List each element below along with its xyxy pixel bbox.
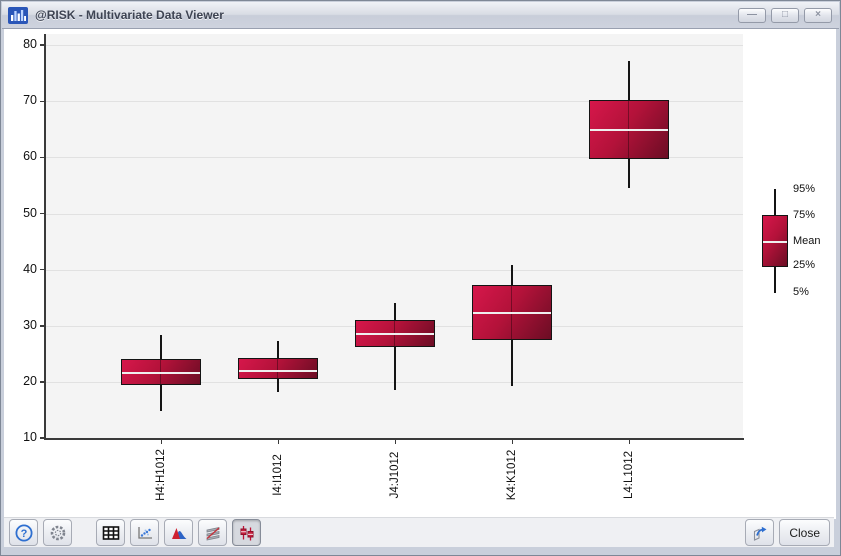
y-tick xyxy=(40,156,45,159)
grid-icon xyxy=(102,525,119,540)
x-tick xyxy=(394,439,396,444)
gridline xyxy=(45,213,743,215)
box xyxy=(589,99,669,160)
mean-line xyxy=(590,128,668,131)
box xyxy=(238,357,318,379)
x-tick xyxy=(277,439,279,444)
x-axis-label: H4:H1012 xyxy=(155,449,167,501)
svg-text:?: ? xyxy=(20,528,27,540)
legend-label-5: 5% xyxy=(793,286,809,298)
y-tick xyxy=(40,212,45,215)
question-icon: ? xyxy=(15,524,32,541)
close-window-button[interactable]: × xyxy=(804,7,832,23)
y-tick-label: 30 xyxy=(23,317,37,332)
close-button[interactable]: Close xyxy=(779,519,830,546)
tornado-icon xyxy=(206,526,219,540)
window-title: @RISK - Multivariate Data Viewer xyxy=(35,8,224,22)
mean-line xyxy=(356,332,434,335)
x-axis-label: L4:L1012 xyxy=(623,451,635,499)
y-tick-label: 50 xyxy=(23,205,37,220)
window-controls: — □ × xyxy=(738,7,839,23)
gridline xyxy=(45,381,743,383)
x-axis-label: I4:I1012 xyxy=(272,454,284,496)
y-tick-label: 20 xyxy=(23,373,37,388)
y-tick xyxy=(40,100,45,103)
mean-line xyxy=(473,312,551,315)
y-axis xyxy=(44,34,46,439)
help-button[interactable]: ? xyxy=(9,519,38,546)
box xyxy=(355,320,435,348)
y-tick-label: 10 xyxy=(23,430,37,444)
legend-label-mean: Mean xyxy=(793,235,821,247)
gear-icon xyxy=(50,525,65,540)
boxplot-chart: 95% 75% Mean 25% 5% 10 20 30 40 50 60 70 80 H4:H… xyxy=(4,29,836,519)
y-tick xyxy=(40,437,45,439)
x-tick xyxy=(511,439,513,444)
y-tick xyxy=(40,325,45,327)
mean-line xyxy=(122,371,200,374)
data-table-button[interactable] xyxy=(96,519,125,546)
legend-mean-line xyxy=(763,241,787,243)
export-button[interactable] xyxy=(745,519,775,546)
y-tick-label: 60 xyxy=(23,149,37,164)
distribution-button[interactable] xyxy=(164,519,193,546)
y-tick xyxy=(40,44,45,46)
scatter-icon xyxy=(137,526,152,539)
legend-label-75: 75% xyxy=(793,209,816,221)
x-tick xyxy=(628,439,630,444)
whisker-through xyxy=(276,358,279,378)
maximize-button[interactable]: □ xyxy=(771,7,799,23)
tornado-button[interactable] xyxy=(198,519,227,546)
x-axis-label: J4:J1012 xyxy=(389,451,401,499)
y-tick-label: 80 xyxy=(23,37,37,52)
boxplot-icon xyxy=(240,525,253,540)
box xyxy=(121,358,201,386)
legend-box xyxy=(762,215,788,267)
x-axis-label: K4:K1012 xyxy=(506,449,518,501)
x-axis xyxy=(44,438,744,440)
legend-label-25: 25% xyxy=(793,259,816,271)
distribution-icon xyxy=(171,527,186,539)
gridline xyxy=(45,269,743,271)
bottom-toolbar: ? xyxy=(4,517,834,547)
export-icon xyxy=(753,526,767,541)
title-bar: @RISK - Multivariate Data Viewer — □ × xyxy=(2,2,839,29)
box-plot-button[interactable] xyxy=(232,519,261,546)
x-tick xyxy=(160,439,162,444)
app-logo-icon xyxy=(8,6,28,24)
y-tick-label: 70 xyxy=(23,93,37,108)
settings-button[interactable] xyxy=(43,519,72,546)
gridline xyxy=(45,101,743,103)
gridline xyxy=(45,157,743,159)
legend-label-95: 95% xyxy=(793,183,816,195)
mean-line xyxy=(239,369,317,372)
y-tick-label: 40 xyxy=(23,261,37,276)
gridline xyxy=(45,45,743,47)
minimize-button[interactable]: — xyxy=(738,7,766,23)
y-tick xyxy=(40,381,45,383)
box xyxy=(472,285,552,341)
y-tick xyxy=(40,268,45,271)
scatter-plot-button[interactable] xyxy=(130,519,159,546)
